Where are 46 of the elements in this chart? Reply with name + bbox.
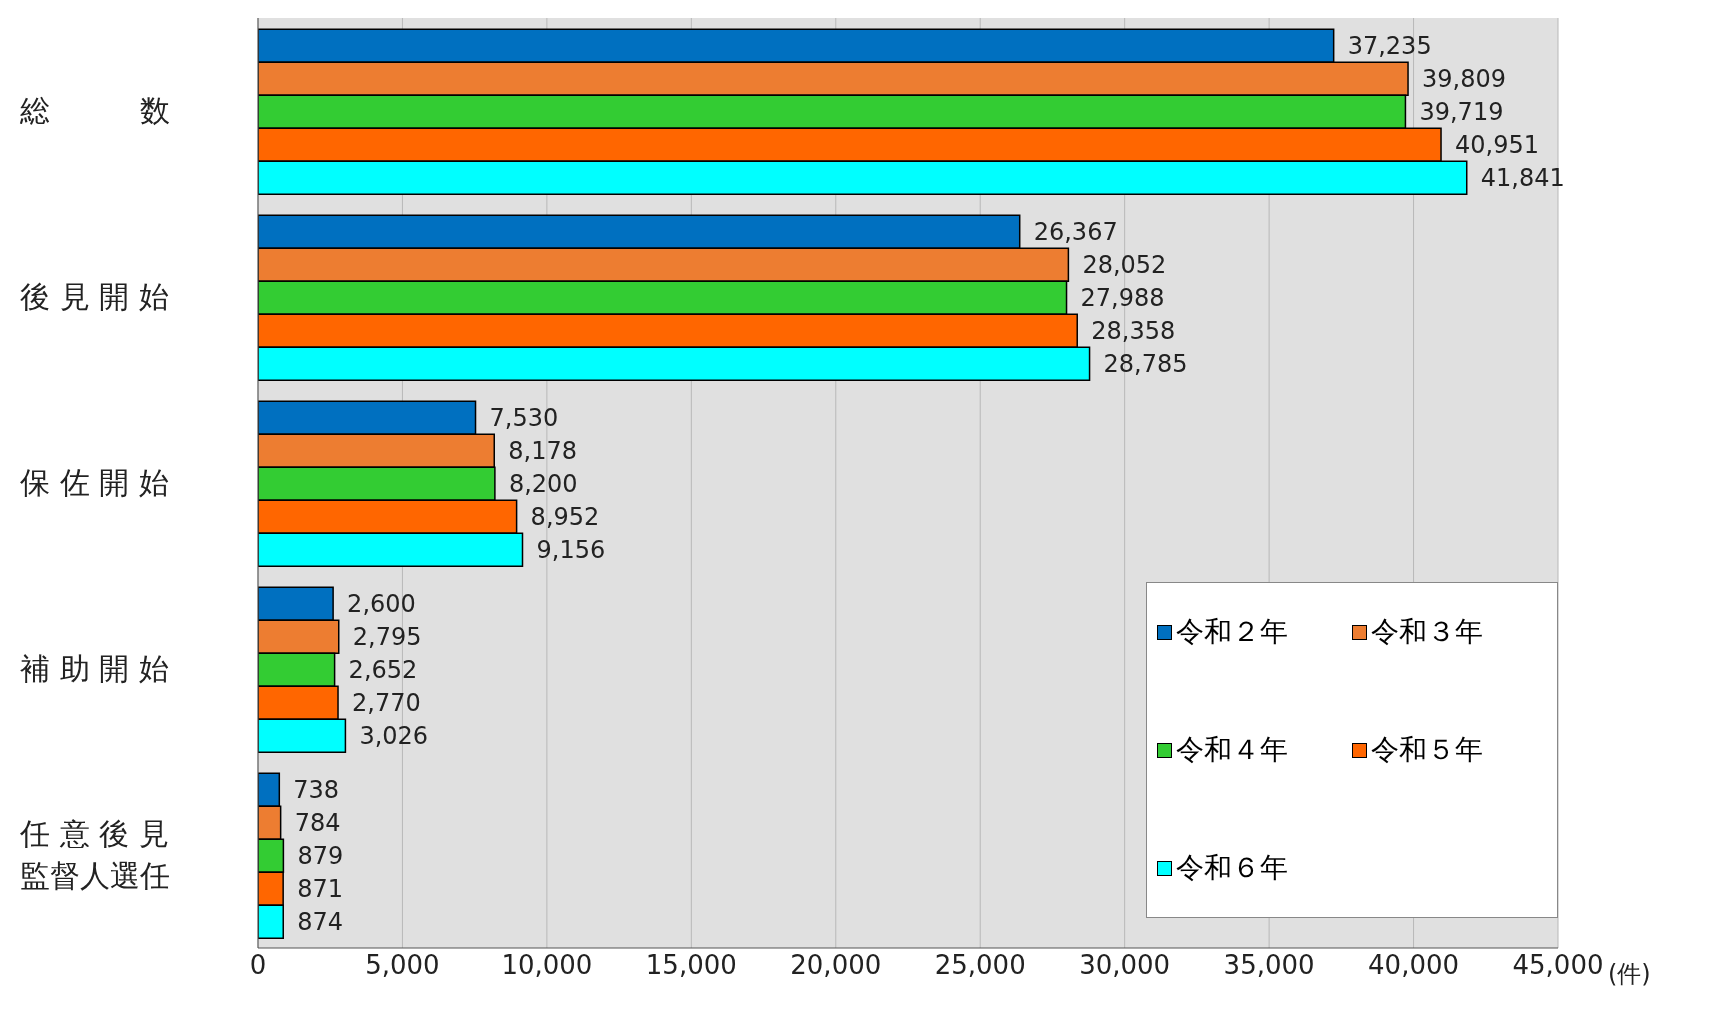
y-tick-label: 総 数 — [19, 93, 170, 128]
data-label: 879 — [297, 841, 344, 870]
x-tick-label: 30,000 — [1079, 950, 1171, 981]
data-label: 874 — [297, 907, 344, 936]
data-label: 8,178 — [508, 436, 577, 465]
data-label: 784 — [294, 808, 341, 837]
data-label: 738 — [293, 775, 340, 804]
x-tick-label: 45,000 — [1512, 950, 1604, 981]
x-tick-label: 5,000 — [365, 950, 440, 981]
data-label: 2,770 — [352, 688, 421, 717]
y-tick-label: 保 佐 開 始 — [20, 465, 169, 500]
data-label: 28,052 — [1082, 250, 1167, 279]
x-tick-label: 15,000 — [645, 950, 737, 981]
data-label: 28,358 — [1091, 316, 1176, 345]
x-tick-label: 10,000 — [501, 950, 593, 981]
legend-label: 令和５年 — [1371, 732, 1483, 768]
data-label: 8,200 — [508, 469, 578, 498]
x-tick-label: 35,000 — [1223, 950, 1315, 981]
data-label: 40,951 — [1455, 130, 1540, 159]
data-label: 7,530 — [489, 403, 559, 432]
legend-label: 令和６年 — [1176, 850, 1288, 886]
data-label: 41,841 — [1480, 163, 1565, 192]
legend-label: 令和２年 — [1176, 614, 1288, 650]
y-tick-label: 後 見 開 始 — [20, 279, 169, 314]
data-label: 3,026 — [359, 721, 429, 750]
legend-label: 令和３年 — [1371, 614, 1483, 650]
data-label: 27,988 — [1080, 283, 1165, 312]
data-label: 2,795 — [352, 622, 422, 651]
x-tick-label: 20,000 — [790, 950, 882, 981]
x-axis-title: (件) — [1608, 959, 1651, 988]
data-label: 871 — [297, 874, 343, 903]
data-label: 2,600 — [347, 589, 416, 618]
data-label: 8,952 — [530, 502, 600, 531]
data-label: 2,652 — [348, 655, 418, 684]
y-tick-label: 任 意 後 見監督人選任 — [19, 816, 170, 893]
y-tick-label: 補 助 開 始 — [20, 651, 169, 686]
data-label: 26,367 — [1033, 217, 1118, 246]
data-label: 39,809 — [1422, 64, 1507, 93]
x-tick-label: 0 — [249, 950, 267, 981]
data-label: 28,785 — [1103, 349, 1188, 378]
x-tick-label: 25,000 — [934, 950, 1026, 981]
data-label: 39,719 — [1419, 97, 1504, 126]
x-tick-label: 40,000 — [1368, 950, 1460, 981]
legend-label: 令和４年 — [1176, 732, 1288, 768]
data-label: 9,156 — [536, 535, 606, 564]
data-label: 37,235 — [1347, 31, 1432, 60]
